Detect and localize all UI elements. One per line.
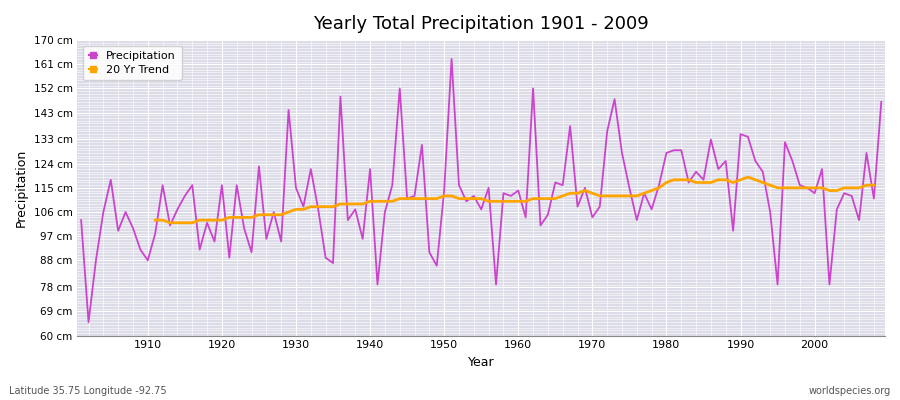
Y-axis label: Precipitation: Precipitation [15,149,28,227]
X-axis label: Year: Year [468,356,494,369]
Legend: Precipitation, 20 Yr Trend: Precipitation, 20 Yr Trend [83,46,182,80]
Title: Yearly Total Precipitation 1901 - 2009: Yearly Total Precipitation 1901 - 2009 [313,15,649,33]
Text: Latitude 35.75 Longitude -92.75: Latitude 35.75 Longitude -92.75 [9,386,166,396]
Text: worldspecies.org: worldspecies.org [809,386,891,396]
